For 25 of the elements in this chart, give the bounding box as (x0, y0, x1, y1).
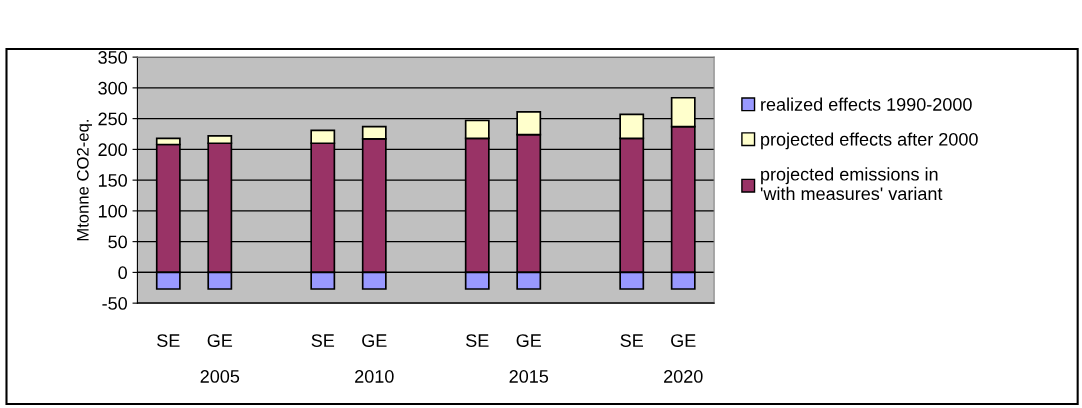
x-tick-label: SE (157, 334, 180, 347)
y-tick-label: 200 (98, 143, 127, 157)
x-tick-label: GE (362, 334, 387, 347)
text: 2020 (664, 370, 703, 383)
x-tick-label: SE (311, 334, 335, 347)
y-tick-label: 0 (118, 266, 127, 280)
y-tick-label: 100 (98, 204, 127, 218)
text: 2005 (200, 370, 240, 383)
y-tick-label: 250 (98, 112, 127, 126)
text: 2015 (509, 370, 549, 383)
y-tick-label: -50 (102, 297, 127, 310)
y-tick-label: 50 (108, 235, 127, 249)
y-tick-label: 150 (98, 174, 127, 187)
legend-label: realized effects 1990-2000 (761, 97, 972, 111)
y-tick-label: 300 (98, 81, 127, 95)
x-tick-label: GE (207, 334, 233, 347)
x-tick-label: GE (671, 334, 696, 347)
x-tick-label: SE (620, 334, 643, 347)
legend-label: projected emissions in 'with measures' variant (760, 167, 943, 201)
text: 2010 (355, 370, 394, 383)
legend-label: projected effects after 2000 (761, 132, 978, 150)
x-tick-label: SE (466, 334, 489, 347)
y-axis-title: Mtonne CO2-eq. (76, 120, 93, 241)
y-tick-label: 350 (98, 51, 127, 64)
x-tick-label: GE (516, 334, 542, 347)
